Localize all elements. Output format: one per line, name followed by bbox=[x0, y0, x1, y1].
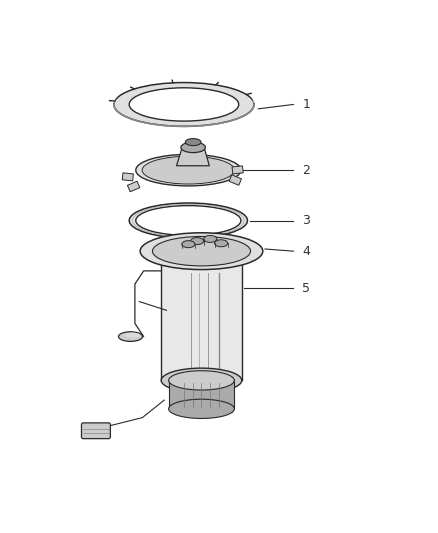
FancyBboxPatch shape bbox=[81, 423, 110, 439]
Ellipse shape bbox=[169, 399, 234, 418]
Text: 3: 3 bbox=[302, 214, 310, 227]
Text: 5: 5 bbox=[302, 282, 310, 295]
Ellipse shape bbox=[125, 333, 140, 338]
Bar bbox=[169, 381, 234, 409]
Ellipse shape bbox=[136, 155, 241, 186]
Ellipse shape bbox=[129, 88, 239, 121]
Bar bbox=[127, 181, 140, 192]
Ellipse shape bbox=[114, 83, 254, 126]
Ellipse shape bbox=[204, 236, 217, 243]
Ellipse shape bbox=[169, 371, 234, 390]
Bar bbox=[232, 166, 243, 174]
Ellipse shape bbox=[142, 156, 235, 184]
Ellipse shape bbox=[181, 142, 205, 152]
Text: 1: 1 bbox=[302, 98, 310, 111]
Ellipse shape bbox=[152, 237, 251, 266]
Ellipse shape bbox=[136, 206, 241, 236]
Bar bbox=[229, 175, 241, 185]
Ellipse shape bbox=[140, 233, 263, 270]
Ellipse shape bbox=[129, 203, 247, 238]
Text: 2: 2 bbox=[302, 164, 310, 176]
Ellipse shape bbox=[185, 139, 201, 146]
Polygon shape bbox=[177, 147, 209, 166]
Ellipse shape bbox=[119, 332, 143, 342]
Ellipse shape bbox=[215, 240, 228, 247]
Text: 4: 4 bbox=[302, 245, 310, 257]
Ellipse shape bbox=[182, 241, 195, 248]
Ellipse shape bbox=[191, 238, 204, 245]
Bar bbox=[161, 251, 242, 381]
Bar bbox=[122, 173, 134, 181]
Ellipse shape bbox=[161, 368, 242, 393]
Text: 6: 6 bbox=[171, 312, 179, 326]
